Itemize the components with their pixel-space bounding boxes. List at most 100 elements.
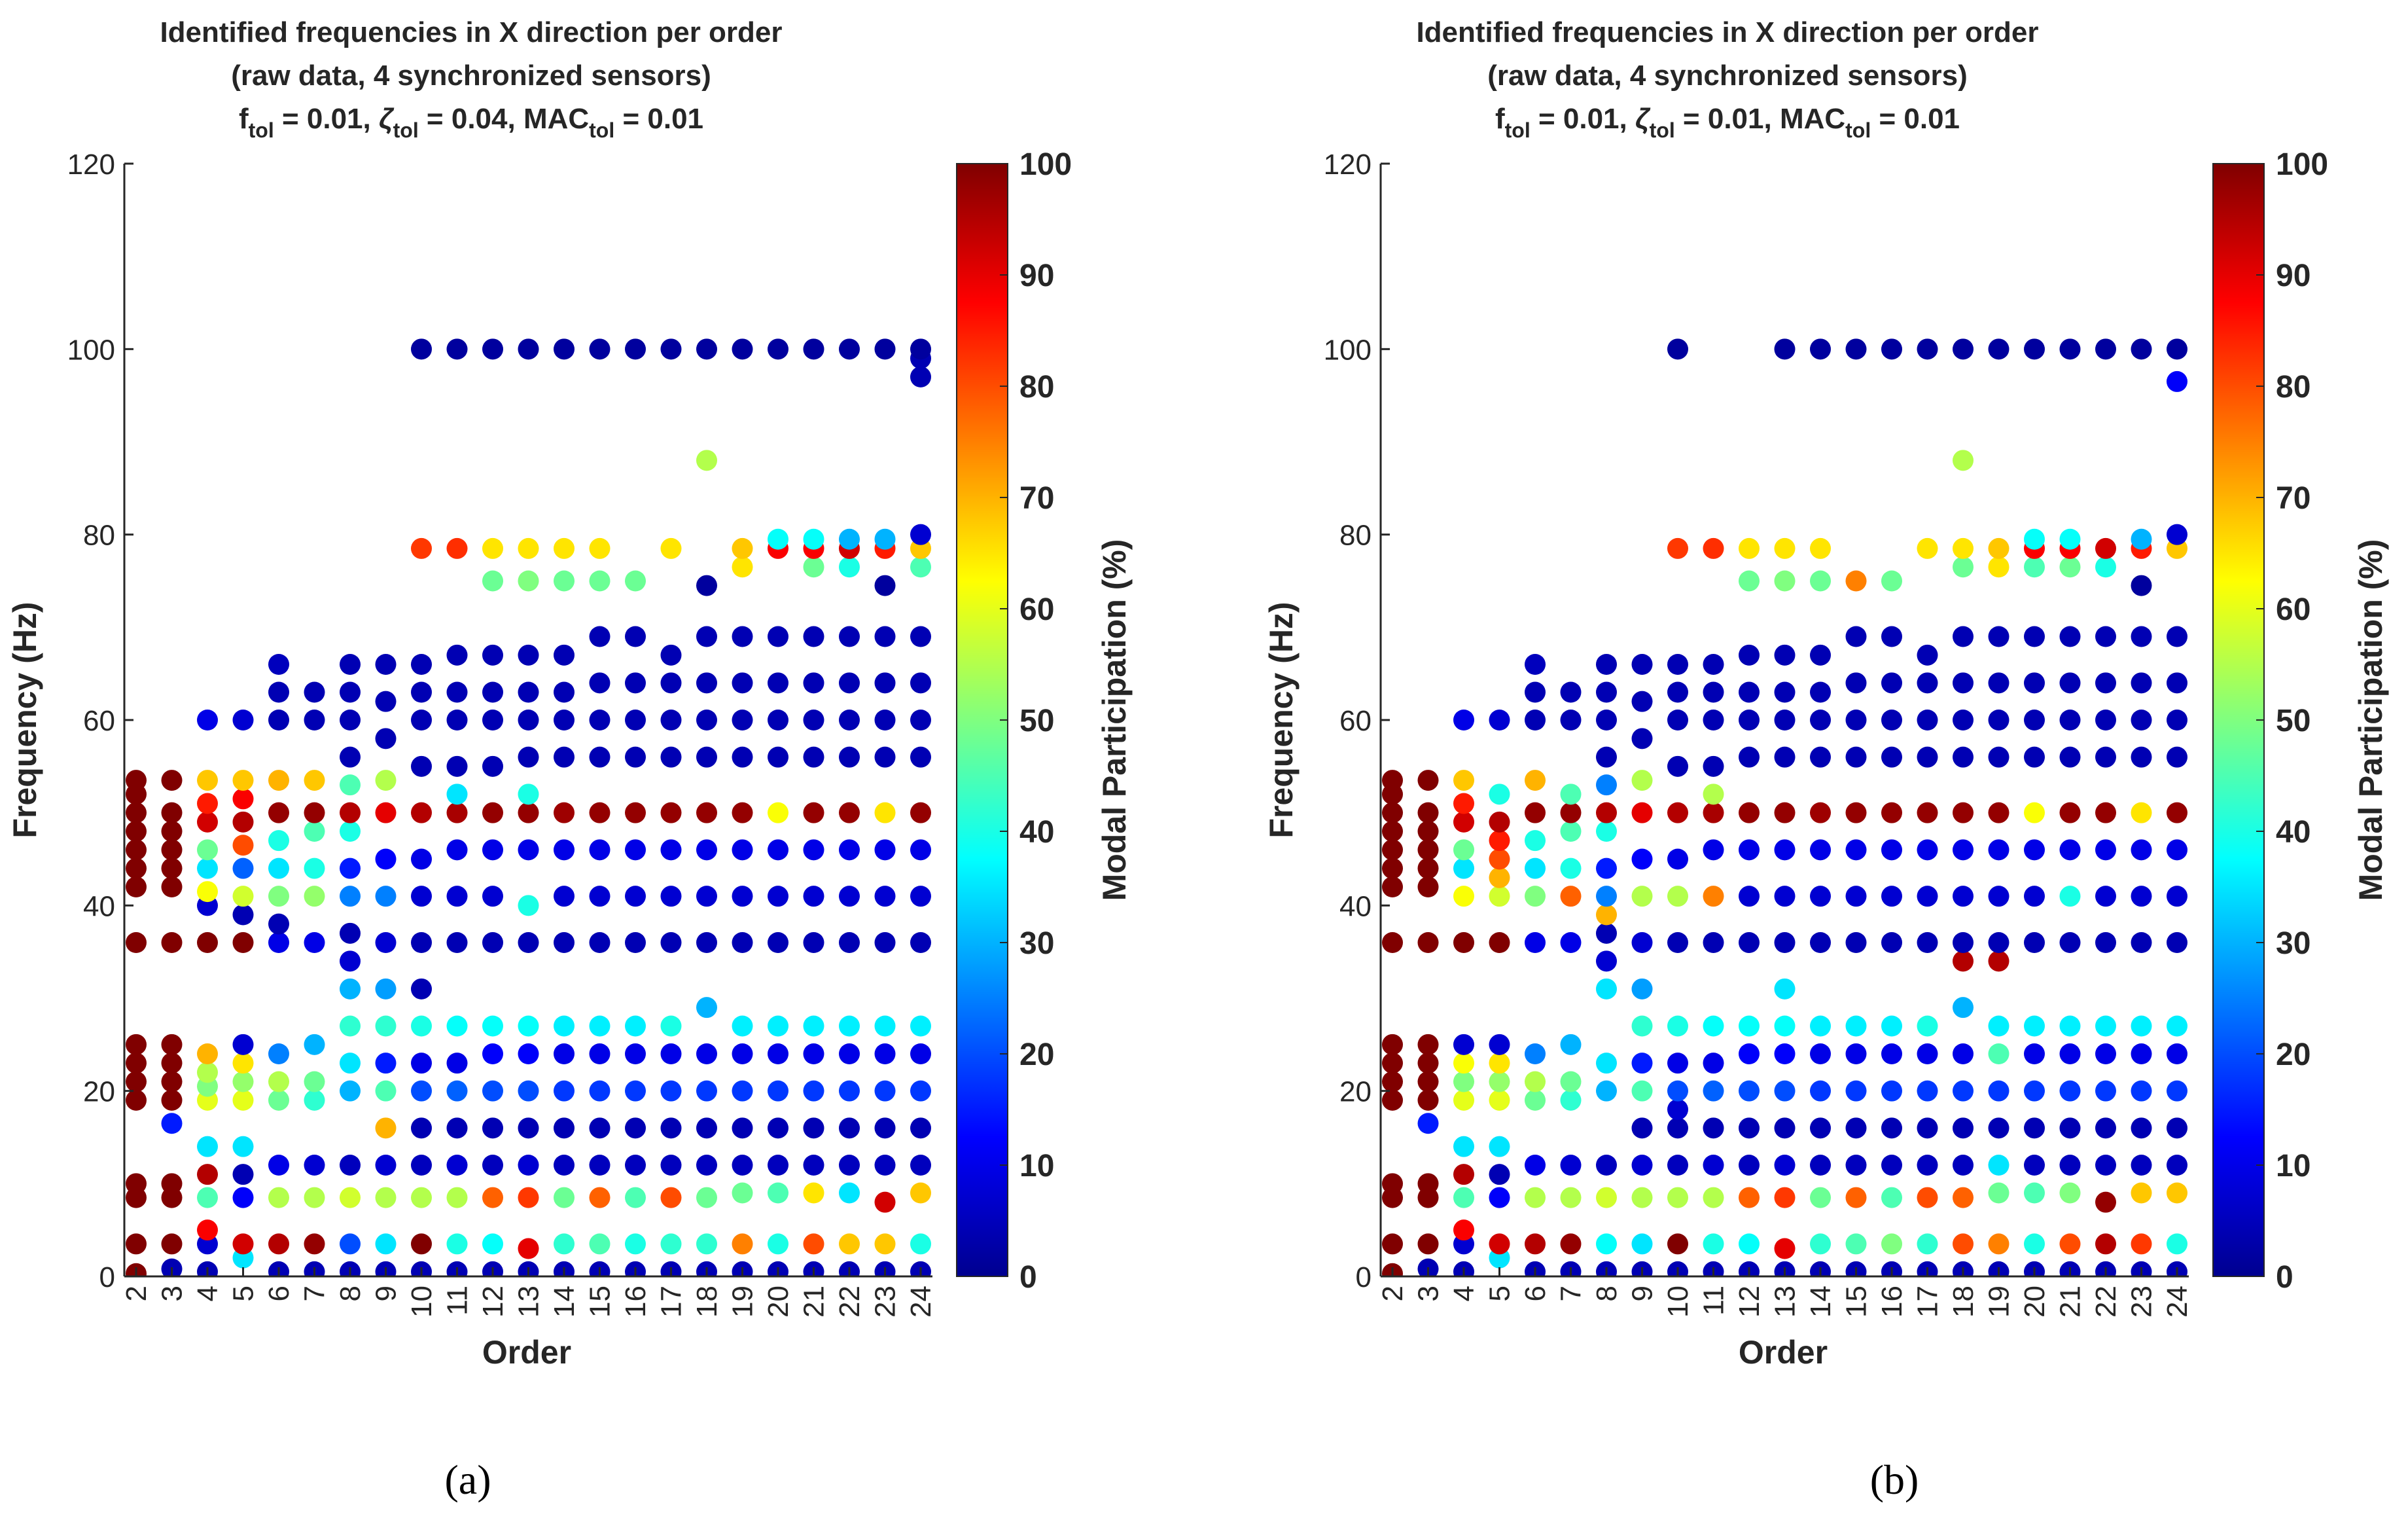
scatter-point — [1774, 1117, 1796, 1139]
scatter-point — [839, 1117, 860, 1139]
scatter-point — [1631, 770, 1653, 791]
scatter-point — [2167, 710, 2187, 730]
y-tick-label: 100 — [1324, 334, 1372, 366]
scatter-point — [1453, 770, 1474, 791]
scatter-point — [696, 1043, 717, 1064]
scatter-point — [1525, 1089, 1546, 1111]
scatter-point — [1560, 1034, 1582, 1055]
scatter-point — [161, 1173, 183, 1195]
scatter-point — [1489, 784, 1510, 805]
scatter-point — [1489, 867, 1510, 888]
scatter-point — [1596, 746, 1617, 768]
scatter-point — [1810, 1080, 1831, 1102]
scatter-point — [1845, 570, 1867, 592]
x-tick-label: 20 — [762, 1286, 794, 1318]
scatter-point — [2024, 1080, 2045, 1102]
scatter-point — [2024, 338, 2045, 360]
scatter-point — [1845, 1015, 1867, 1037]
scatter-point — [1881, 1187, 1902, 1208]
scatter-point — [446, 1233, 468, 1255]
x-tick-label: 10 — [1662, 1286, 1694, 1318]
scatter-point — [2167, 1155, 2187, 1176]
scatter-point — [1845, 886, 1867, 907]
scatter-point — [1703, 710, 1724, 730]
scatter-point — [1953, 1233, 1974, 1255]
scatter-point — [803, 932, 824, 953]
scatter-point — [589, 338, 611, 360]
scatter-point — [482, 570, 503, 592]
scatter-point — [1382, 932, 1403, 953]
scatter-point — [803, 746, 824, 768]
scatter-point — [268, 1233, 289, 1255]
scatter-point — [874, 575, 896, 596]
scatter-point — [340, 1155, 361, 1176]
scatter-point — [660, 1233, 682, 1255]
scatter-point — [161, 821, 183, 842]
scatter-point — [1881, 1233, 1902, 1255]
scatter-point — [1667, 848, 1688, 870]
scatter-point — [2024, 1015, 2045, 1037]
scatter-point — [874, 746, 896, 768]
scatter-point — [839, 1043, 860, 1064]
scatter-point — [126, 1089, 147, 1111]
scatter-point — [660, 1117, 682, 1139]
colorbar-tick-label: 20 — [2276, 1037, 2311, 1072]
scatter-point — [161, 876, 183, 897]
scatter-point — [2095, 802, 2116, 823]
scatter-point — [1988, 1015, 2010, 1037]
scatter-point — [1917, 1117, 1938, 1139]
scatter-point — [518, 1080, 539, 1102]
scatter-point — [518, 1117, 539, 1139]
scatter-point — [768, 672, 788, 694]
scatter-point — [660, 802, 682, 823]
scatter-point — [1667, 1155, 1688, 1176]
scatter-point — [340, 774, 361, 796]
scatter-point — [874, 839, 896, 861]
scatter-point — [197, 839, 218, 861]
scatter-point — [874, 710, 896, 730]
scatter-point — [375, 728, 397, 749]
scatter-point — [1667, 537, 1688, 559]
scatter-point — [1774, 1187, 1796, 1208]
scatter-point — [554, 1187, 575, 1208]
x-tick-label: 12 — [477, 1286, 509, 1318]
scatter-point — [1988, 556, 2010, 578]
x-tick-label: 14 — [1805, 1286, 1837, 1318]
colorbar-tick-label: 10 — [2276, 1149, 2311, 1183]
scatter-point — [1382, 1089, 1403, 1111]
scatter-point — [874, 672, 896, 694]
scatter-point — [1810, 537, 1831, 559]
scatter-point — [625, 839, 646, 861]
scatter-point — [1596, 1187, 1617, 1208]
chart-title-params: ftol = 0.01, ζtol = 0.01, MACtol = 0.01 — [1495, 103, 1960, 142]
scatter-point — [232, 1071, 254, 1092]
scatter-point — [625, 1155, 646, 1176]
scatter-point — [375, 1080, 397, 1102]
scatter-point — [1774, 681, 1796, 703]
scatter-point — [161, 1071, 183, 1092]
scatter-point — [2131, 886, 2152, 907]
scatter-point — [874, 1080, 896, 1102]
scatter-point — [482, 1080, 503, 1102]
scatter-point — [554, 932, 575, 953]
colorbar-label: Modal Participation (%) — [2352, 539, 2389, 901]
scatter-point — [1453, 1187, 1474, 1208]
scatter-point — [696, 1080, 717, 1102]
scatter-point — [2024, 710, 2045, 730]
x-tick-label: 4 — [192, 1286, 224, 1301]
scatter-point — [1953, 997, 1974, 1018]
scatter-point — [518, 644, 539, 666]
scatter-point — [1988, 537, 2010, 559]
scatter-point — [768, 1043, 788, 1064]
chart-title-line-2: (raw data, 4 synchronized sensors) — [1487, 60, 1968, 92]
scatter-point — [446, 886, 468, 907]
scatter-point — [768, 1155, 788, 1176]
scatter-point — [1596, 710, 1617, 730]
scatter-point — [1596, 978, 1617, 1000]
scatter-point — [2059, 886, 2081, 907]
scatter-point — [446, 1015, 468, 1037]
colorbar-tick-label: 90 — [2276, 259, 2311, 293]
scatter-point — [874, 1191, 896, 1213]
scatter-point — [1667, 681, 1688, 703]
scatter-point — [1596, 1080, 1617, 1102]
